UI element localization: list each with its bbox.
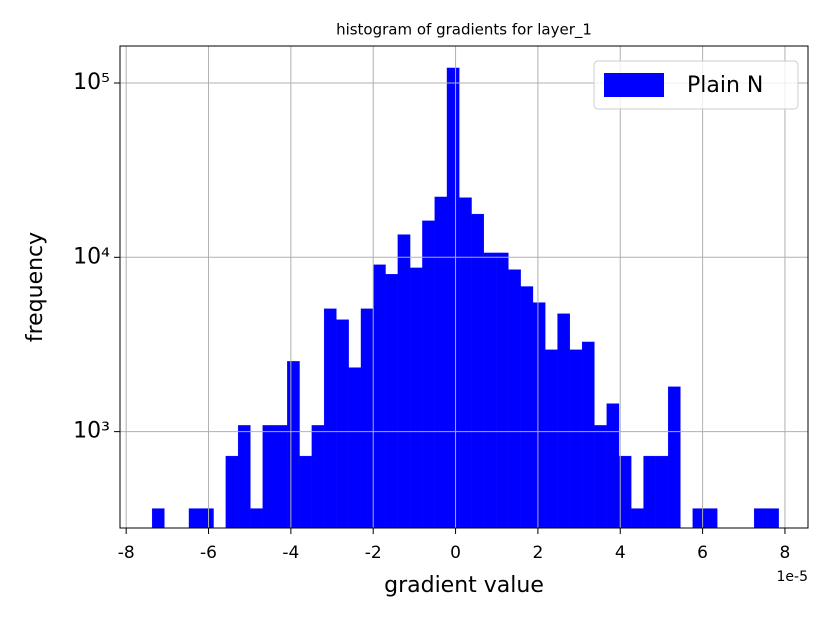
bar [471, 213, 484, 529]
bar [692, 508, 706, 529]
x-axis-label: gradient value [384, 573, 544, 598]
bar [459, 197, 472, 529]
chart-title: histogram of gradients for layer_1 [336, 21, 592, 40]
x-tick-label: 2 [532, 543, 543, 563]
bar [201, 508, 214, 529]
bar [262, 425, 276, 529]
bar [581, 341, 595, 529]
bar [495, 252, 509, 529]
y-tick-label: 10⁴ [73, 244, 110, 269]
y-axis-label: frequency [23, 232, 48, 342]
x-tick-label: -4 [282, 543, 299, 563]
legend: Plain N [593, 60, 799, 110]
bar [336, 319, 349, 529]
bar [151, 508, 165, 529]
bar [532, 302, 546, 529]
bar [311, 425, 325, 529]
bar [299, 455, 312, 529]
x-tick-label: -2 [365, 543, 382, 563]
bar [606, 403, 620, 529]
bar [397, 234, 411, 529]
bar [557, 313, 570, 529]
bar [422, 220, 435, 529]
bar [766, 508, 779, 529]
bar [434, 196, 448, 529]
bar [237, 425, 251, 529]
bar [483, 252, 497, 529]
x-offset-label: 1e-5 [777, 569, 808, 585]
plot-frame [119, 45, 809, 529]
bar [667, 386, 681, 529]
bar [274, 425, 288, 529]
bar [520, 286, 534, 529]
x-tick-label: -8 [118, 543, 135, 563]
y-tick-label: 10⁵ [73, 70, 110, 95]
bar [348, 367, 362, 529]
bar [287, 361, 300, 529]
x-tick-label: -6 [200, 543, 217, 563]
bar [643, 455, 656, 529]
legend-swatch [604, 73, 664, 97]
bar [631, 508, 644, 529]
bar [385, 274, 398, 529]
bar [594, 425, 607, 529]
bar [704, 508, 718, 529]
bar [360, 308, 374, 529]
bar [545, 349, 558, 529]
bar [618, 455, 632, 529]
bar [508, 269, 521, 529]
bar [225, 455, 239, 529]
x-tick-label: 0 [450, 543, 461, 563]
bar [569, 349, 583, 529]
bar [409, 267, 423, 529]
legend-label: Plain N [687, 73, 763, 98]
bar [373, 264, 386, 529]
x-tick-label: 6 [697, 543, 708, 563]
bar [188, 508, 202, 529]
bar [753, 508, 767, 529]
x-tick-label: 4 [615, 543, 626, 563]
bar [323, 308, 337, 529]
y-tick-label: 10³ [73, 419, 110, 444]
bar [250, 508, 263, 529]
bar [446, 67, 460, 529]
x-tick-label: 8 [780, 543, 791, 563]
bar [655, 455, 669, 529]
